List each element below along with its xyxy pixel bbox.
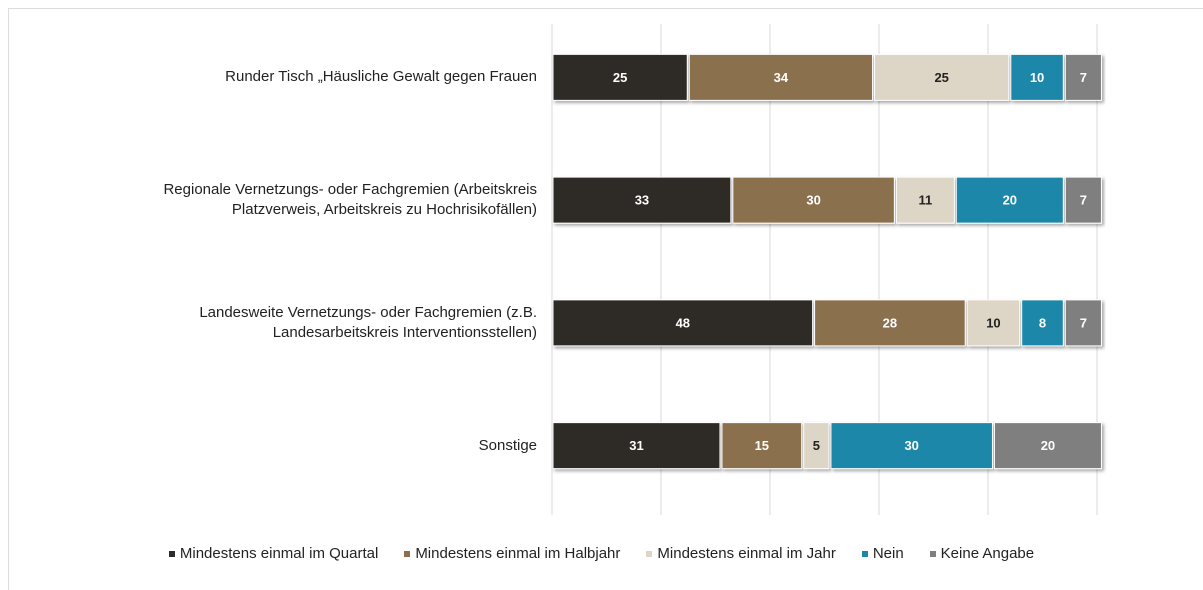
legend-swatch	[646, 550, 653, 557]
legend-label: Keine Angabe	[940, 545, 1035, 562]
bar-segment	[803, 422, 830, 470]
value-label: 25	[613, 70, 627, 85]
category-label: Regionale Vernetzungs- oder Fachgremien …	[163, 181, 537, 219]
value-label: 48	[676, 315, 690, 330]
value-label: 33	[635, 193, 649, 208]
value-label: 5	[813, 438, 820, 453]
bar-segment	[732, 176, 895, 224]
value-label: 10	[986, 315, 1000, 330]
category-label: Sonstige	[478, 436, 537, 454]
bar-segment	[895, 176, 955, 224]
legend-swatch	[168, 550, 175, 557]
value-label: 30	[806, 193, 820, 208]
legend-label: Nein	[872, 545, 904, 562]
value-label: 28	[883, 315, 897, 330]
legend-item: Keine Angabe	[929, 545, 1035, 562]
legend-label: Mindestens einmal im Jahr	[657, 545, 836, 562]
bar-segment	[993, 422, 1102, 470]
bar-segment	[955, 176, 1064, 224]
value-label: 7	[1080, 70, 1087, 85]
frame	[8, 8, 1203, 590]
bar-segment	[1064, 299, 1102, 347]
value-label: 31	[629, 438, 643, 453]
value-label: 20	[1041, 438, 1055, 453]
legend-item: Mindestens einmal im Halbjahr	[404, 545, 620, 562]
value-label: 30	[904, 438, 918, 453]
bar-segment	[1064, 53, 1102, 101]
bar-segment	[552, 53, 688, 101]
value-label: 7	[1080, 315, 1087, 330]
legend-item: Nein	[861, 545, 904, 562]
value-label: 8	[1039, 315, 1046, 330]
legend-item: Mindestens einmal im Quartal	[168, 545, 379, 562]
value-label: 15	[755, 438, 769, 453]
legend-label: Mindestens einmal im Halbjahr	[415, 545, 621, 562]
bar-segment	[814, 299, 966, 347]
value-label: 25	[934, 70, 948, 85]
legend-swatch	[861, 550, 868, 557]
bar-segment	[688, 53, 874, 101]
bar-segment	[1010, 53, 1064, 101]
value-label: 7	[1080, 193, 1087, 208]
legend-item: Mindestens einmal im Jahr	[646, 545, 836, 562]
bar-segment	[552, 299, 814, 347]
bar-segment	[1021, 299, 1064, 347]
category-label: Runder Tisch „Häusliche Gewalt gegen Fra…	[225, 68, 537, 86]
legend: Mindestens einmal im Quartal Mindestens e…	[0, 545, 1203, 562]
category-label: Landesweite Vernetzungs- oder Fachgremie…	[199, 303, 537, 341]
value-label: 20	[1003, 193, 1017, 208]
bar-segment	[721, 422, 803, 470]
value-label: 11	[918, 193, 932, 208]
value-label: 10	[1030, 70, 1044, 85]
bar-segment	[1064, 176, 1102, 224]
legend-label: Mindestens einmal im Quartal	[179, 545, 379, 562]
legend-swatch	[404, 550, 411, 557]
bar-segment	[552, 176, 732, 224]
bar-segment	[874, 53, 1010, 101]
bar-segment	[830, 422, 993, 470]
bar-segment	[552, 422, 721, 470]
value-label: 34	[774, 70, 789, 85]
legend-swatch	[929, 550, 936, 557]
bar-segment	[966, 299, 1021, 347]
